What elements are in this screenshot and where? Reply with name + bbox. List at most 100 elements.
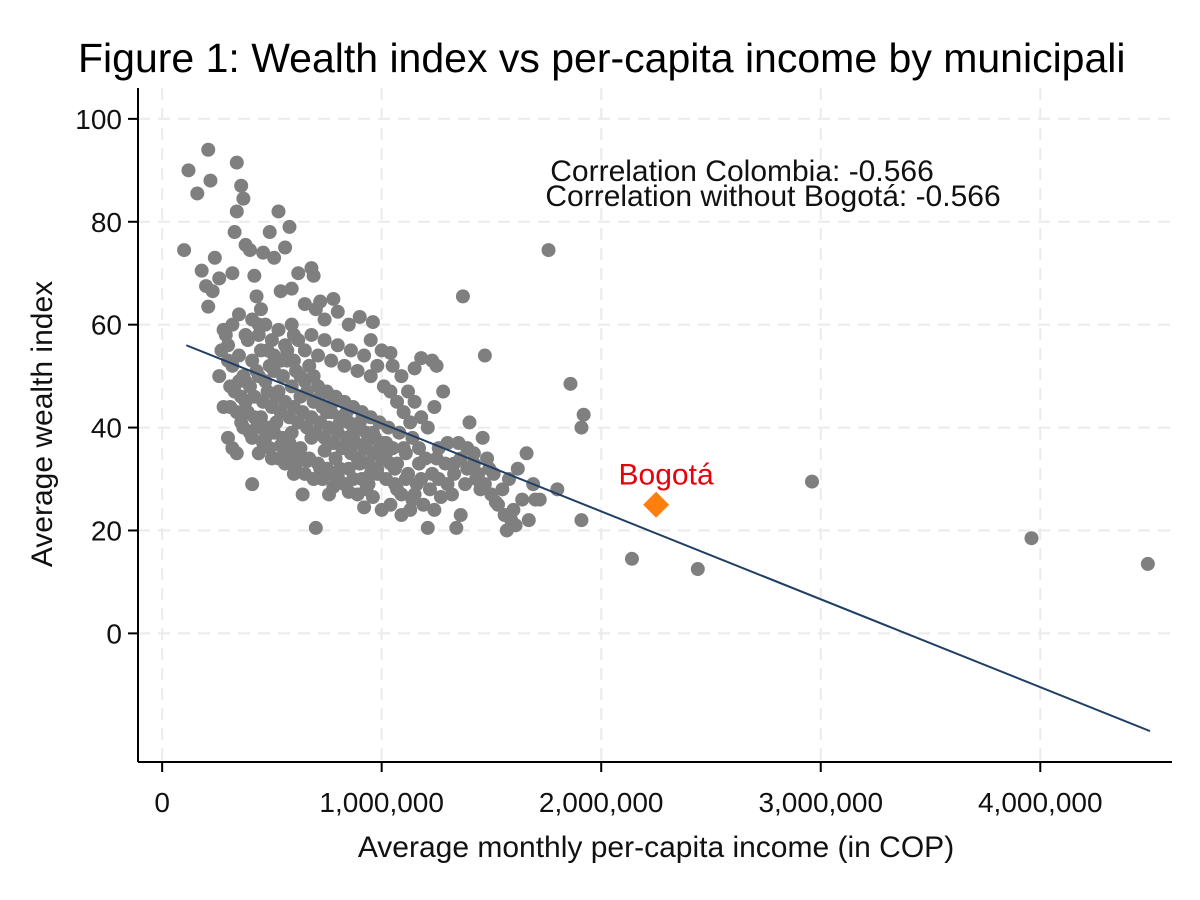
data-point-0-326 (416, 497, 431, 512)
data-point-0-323 (390, 456, 405, 471)
data-point-0-275 (231, 374, 246, 389)
data-point-0-328 (460, 441, 475, 456)
data-point-0-0 (177, 243, 192, 258)
data-point-0-309 (427, 399, 442, 414)
data-point-0-18 (234, 178, 249, 193)
data-point-0-19 (236, 191, 251, 206)
data-point-0-232 (317, 333, 332, 348)
data-point-0-269 (379, 446, 394, 461)
data-point-0-335 (515, 492, 530, 507)
data-point-0-265 (352, 415, 367, 430)
data-point-0-236 (343, 343, 358, 358)
data-point-0-26 (262, 225, 277, 240)
data-point-0-330 (471, 466, 486, 481)
data-point-0-262 (332, 415, 347, 430)
data-point-0-314 (374, 343, 389, 358)
data-point-0-6 (203, 173, 218, 188)
x-tick-label-3: 3,000,000 (758, 787, 883, 818)
data-point-0-15 (227, 225, 242, 240)
data-point-0-255 (286, 353, 301, 368)
x-axis-label: Average monthly per-capita income (in CO… (358, 831, 954, 864)
data-point-0-177 (418, 451, 433, 466)
data-points (177, 142, 1155, 577)
data-point-0-29 (273, 284, 288, 299)
data-point-0-21 (242, 243, 257, 258)
data-point-0-258 (306, 369, 321, 384)
data-point-0-341 (506, 502, 521, 517)
data-point-0-56 (574, 420, 589, 435)
data-point-0-221 (387, 477, 402, 492)
data-point-0-103 (321, 487, 336, 502)
data-point-0-277 (240, 405, 255, 420)
data-point-0-280 (253, 410, 268, 425)
data-point-0-7 (201, 299, 216, 314)
data-point-0-95 (357, 500, 372, 515)
data-point-0-78 (433, 490, 448, 505)
data-point-0-5 (201, 142, 216, 157)
data-point-0-304 (359, 482, 374, 497)
data-point-0-137 (231, 348, 246, 363)
data-point-0-244 (396, 405, 411, 420)
data-point-0-306 (407, 394, 422, 409)
x-tick-label-2: 2,000,000 (539, 787, 664, 818)
data-point-0-321 (394, 487, 409, 502)
data-point-0-337 (528, 492, 543, 507)
data-point-0-260 (319, 405, 334, 420)
data-point-0-307 (414, 410, 429, 425)
data-point-0-270 (212, 369, 227, 384)
data-point-0-40 (317, 312, 332, 327)
annotation-correlation-without-bogota: Correlation without Bogotá: -0.566 (545, 180, 1000, 213)
y-tick-label-0: 0 (106, 618, 122, 649)
data-point-0-239 (363, 369, 378, 384)
y-tick-label-2: 40 (91, 413, 122, 444)
data-point-0-266 (359, 436, 374, 451)
data-point-0-233 (324, 353, 339, 368)
fit-line-layer (185, 344, 1151, 733)
data-point-0-32 (284, 281, 299, 296)
highlight-layer: Bogotá (619, 459, 714, 518)
data-point-0-132 (804, 474, 819, 489)
data-point-0-308 (420, 420, 435, 435)
data-point-0-319 (422, 482, 437, 497)
data-point-0-249 (245, 312, 260, 327)
gridlines (138, 88, 1172, 762)
data-point-0-47 (407, 361, 422, 376)
data-point-0-240 (370, 358, 385, 373)
data-point-0-276 (236, 420, 251, 435)
data-point-0-55 (576, 407, 591, 422)
text-layer: Figure 1: Wealth index vs per-capita inc… (26, 35, 1126, 864)
data-point-0-25 (256, 245, 271, 260)
data-point-0-131 (690, 562, 705, 577)
data-point-0-318 (414, 472, 429, 487)
data-point-0-31 (282, 219, 297, 234)
data-point-0-252 (267, 363, 282, 378)
data-point-0-35 (297, 297, 312, 312)
data-point-0-39 (313, 294, 328, 309)
data-point-0-313 (385, 358, 400, 373)
data-point-0-71 (458, 477, 473, 492)
data-point-0-253 (273, 353, 288, 368)
y-tick-label-4: 80 (91, 207, 122, 238)
data-point-0-251 (260, 343, 275, 358)
data-point-0-229 (297, 343, 312, 358)
data-point-0-44 (352, 309, 367, 324)
data-point-0-227 (284, 317, 299, 332)
data-point-0-256 (293, 369, 308, 384)
data-point-0-180 (447, 466, 462, 481)
highlight-marker (643, 491, 670, 518)
data-point-0-106 (308, 520, 323, 535)
data-point-0-234 (330, 338, 345, 353)
data-point-0-287 (284, 425, 299, 440)
data-point-0-2 (190, 186, 205, 201)
data-point-0-282 (262, 441, 277, 456)
chart-title: Figure 1: Wealth index vs per-capita inc… (78, 35, 1126, 81)
data-point-0-1 (181, 163, 196, 178)
y-tick-label-5: 100 (75, 104, 122, 135)
data-point-0-37 (306, 268, 321, 283)
data-point-0-223 (258, 317, 273, 332)
data-point-0-305 (363, 466, 378, 481)
data-point-0-119 (251, 446, 266, 461)
data-point-0-8 (205, 284, 220, 299)
data-point-0-288 (289, 456, 304, 471)
x-tick-label-0: 0 (154, 787, 170, 818)
